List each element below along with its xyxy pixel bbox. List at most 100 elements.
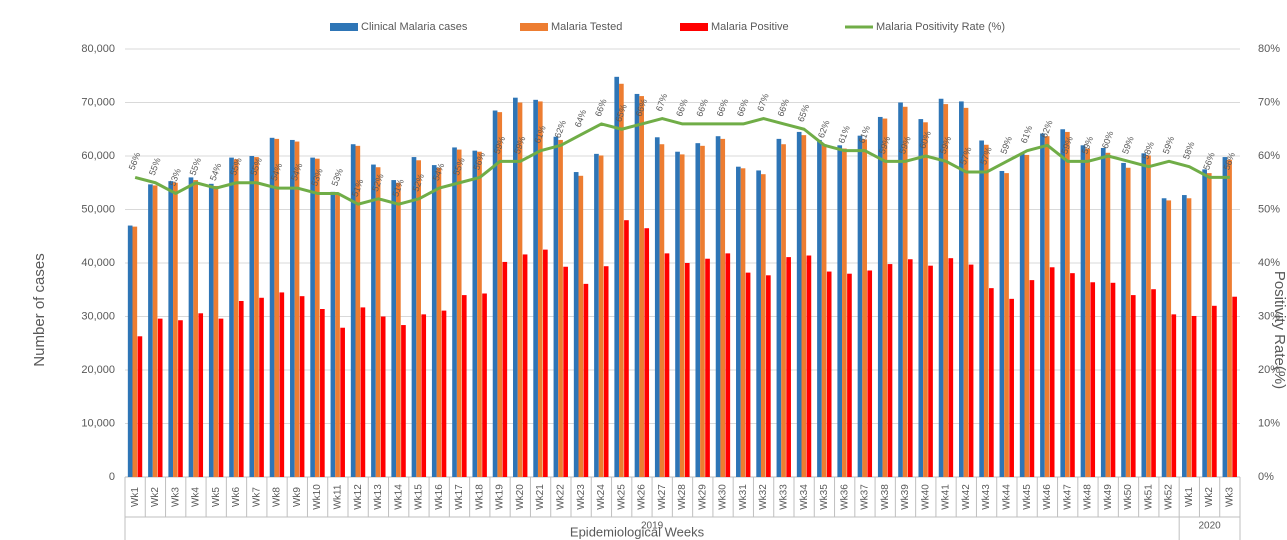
y-tick-label: 0 xyxy=(109,471,115,483)
bar xyxy=(619,83,624,478)
data-label: 56% xyxy=(1201,151,1217,171)
bar xyxy=(578,175,584,478)
data-label: 65% xyxy=(796,103,812,123)
bar xyxy=(857,135,863,478)
group-label: 2019 xyxy=(641,521,664,532)
x-tick-label: Wk52 xyxy=(1164,484,1175,510)
bar xyxy=(817,139,822,477)
data-label: 61% xyxy=(857,124,873,144)
data-label: 66% xyxy=(735,98,751,118)
bar xyxy=(1130,295,1136,477)
bar xyxy=(193,180,198,477)
x-tick-label: Wk32 xyxy=(758,484,769,510)
x-tick-label: Wk44 xyxy=(1002,484,1013,510)
bar xyxy=(320,309,325,477)
bar xyxy=(213,185,219,477)
bar xyxy=(1141,153,1147,477)
x-tick-label: Wk16 xyxy=(434,484,445,510)
bar xyxy=(502,261,508,477)
bar xyxy=(654,137,660,477)
data-label: 55% xyxy=(188,156,204,176)
bar xyxy=(695,143,701,477)
bar xyxy=(736,166,741,477)
x-tick-label: Wk22 xyxy=(556,484,567,510)
x-tick-label: Wk10 xyxy=(312,484,323,510)
x-tick-label: Wk38 xyxy=(880,484,891,510)
x-tick-label: Wk6 xyxy=(231,487,242,507)
y2-tick-label: 0% xyxy=(1258,471,1274,483)
bar xyxy=(760,174,766,477)
bar xyxy=(178,320,183,477)
bar xyxy=(249,156,255,477)
bar xyxy=(355,145,361,477)
bar xyxy=(745,272,751,477)
bar xyxy=(340,327,345,477)
x-tick-label: Wk45 xyxy=(1022,484,1033,510)
y-tick-label: 80,000 xyxy=(81,43,115,55)
bar xyxy=(862,139,867,478)
bar xyxy=(634,93,640,477)
x-tick-label: Wk43 xyxy=(981,484,992,510)
x-tick-label: Wk35 xyxy=(819,484,830,510)
bar xyxy=(558,139,563,477)
y2-tick-label: 30% xyxy=(1258,310,1280,322)
x-tick-label: Wk37 xyxy=(860,484,871,510)
bar xyxy=(644,228,650,477)
x-tick-label: Wk8 xyxy=(272,487,283,507)
bar xyxy=(603,266,609,477)
bar xyxy=(132,226,138,477)
bar xyxy=(1029,280,1035,477)
bar xyxy=(396,182,401,477)
x-tick-label: Wk48 xyxy=(1083,484,1094,510)
y2-tick-label: 50% xyxy=(1258,203,1280,215)
bar xyxy=(1090,282,1096,477)
x-tick-label: Wk24 xyxy=(596,484,607,510)
bar xyxy=(497,112,503,477)
bar xyxy=(1191,315,1197,477)
bar xyxy=(963,107,969,477)
data-label: 56% xyxy=(1221,151,1237,171)
bar xyxy=(314,158,320,478)
bar xyxy=(1105,152,1111,478)
y-tick-label: 70,000 xyxy=(81,96,115,108)
x-tick-label: Wk12 xyxy=(353,484,364,510)
bar xyxy=(786,257,791,477)
bar xyxy=(157,318,163,477)
bar xyxy=(1206,173,1212,477)
legend-label: Malaria Positive xyxy=(711,21,789,33)
bar xyxy=(148,184,153,478)
x-tick-label: Wk18 xyxy=(474,484,485,510)
bar xyxy=(472,150,478,477)
x-tick-label: Wk47 xyxy=(1062,484,1073,510)
data-label: 53% xyxy=(167,167,183,187)
x-tick-label: Wk21 xyxy=(535,484,546,510)
bar xyxy=(238,300,244,477)
bar xyxy=(902,106,908,477)
bar xyxy=(664,253,670,477)
data-label: 66% xyxy=(674,98,690,118)
bar xyxy=(436,167,442,477)
y-tick-label: 20,000 xyxy=(81,364,115,376)
data-label: 62% xyxy=(1039,119,1055,139)
bar xyxy=(1009,298,1014,477)
bar xyxy=(1182,195,1187,477)
x-tick-label: Wk3 xyxy=(170,487,181,507)
bar xyxy=(411,157,417,477)
bar xyxy=(867,270,873,477)
y2-tick-label: 10% xyxy=(1258,417,1280,429)
y-tick-label: 60,000 xyxy=(81,150,115,162)
bar xyxy=(371,164,376,477)
data-label: 58% xyxy=(1181,140,1197,160)
bar xyxy=(1125,167,1131,477)
bar xyxy=(1166,200,1172,477)
bar xyxy=(1227,159,1232,477)
bar xyxy=(1085,148,1090,477)
bar xyxy=(806,255,812,477)
bar xyxy=(563,266,568,477)
bar xyxy=(294,141,300,477)
data-label: 66% xyxy=(715,98,731,118)
data-label: 53% xyxy=(329,167,345,187)
bar xyxy=(1151,289,1156,477)
x-tick-label: Wk2 xyxy=(1204,487,1215,507)
bar xyxy=(375,167,381,478)
